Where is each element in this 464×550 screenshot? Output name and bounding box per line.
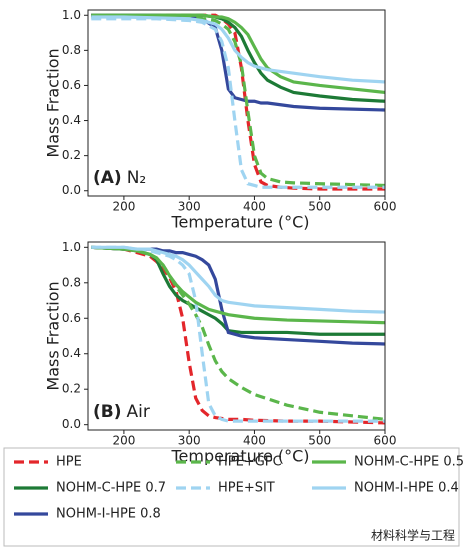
x-tick-label: 200: [112, 434, 135, 448]
y-tick-label: 0.2: [62, 382, 81, 396]
y-tick-label: 0.4: [62, 346, 81, 360]
y-tick-label: 0.8: [62, 43, 81, 57]
legend-box: [3, 447, 460, 547]
series-line: [91, 17, 385, 189]
legend-label: HPE+GPC: [218, 455, 282, 470]
x-tick-label: 500: [308, 434, 331, 448]
panel-label: (B): [93, 402, 122, 422]
y-tick-label: 0.6: [62, 311, 81, 325]
series-line: [91, 245, 385, 423]
legend-label: NOHM-I-HPE 0.4: [354, 481, 459, 496]
legend-label: NOHM-C-HPE 0.5: [354, 455, 464, 470]
series-line: [91, 13, 385, 191]
x-tick-label: 300: [178, 200, 201, 214]
x-axis-label: Temperature (°C): [170, 213, 309, 232]
x-tick-label: 200: [112, 200, 135, 214]
panel-note: Air: [127, 402, 150, 422]
y-tick-label: 0.6: [62, 78, 81, 92]
watermark: 材料科学与工程: [371, 528, 455, 543]
series-line: [91, 245, 385, 314]
series-line: [91, 15, 385, 188]
panel-note: N₂: [127, 168, 147, 188]
series-line: [91, 13, 385, 95]
y-tick-label: 0.0: [62, 417, 81, 431]
panel-label: (A): [93, 168, 122, 188]
legend-label: HPE: [56, 455, 82, 470]
series-line: [91, 245, 385, 346]
x-tick-label: 300: [178, 434, 201, 448]
legend-label: HPE+SIT: [218, 481, 275, 496]
series-line: [91, 245, 385, 325]
y-tick-label: 0.8: [62, 275, 81, 289]
series-line: [91, 15, 385, 84]
y-tick-label: 1.0: [62, 8, 81, 22]
y-tick-label: 0.4: [62, 113, 81, 127]
y-tick-label: 1.0: [62, 240, 81, 254]
y-tick-label: 0.0: [62, 183, 81, 197]
legend-label: NOHM-C-HPE 0.7: [56, 481, 166, 496]
plot-frame: [87, 9, 386, 197]
x-axis-label: Temperature (°C): [170, 447, 309, 466]
y-axis-label: Mass Fraction: [44, 281, 63, 390]
x-tick-label: 500: [308, 200, 331, 214]
y-axis-label: Mass Fraction: [44, 48, 63, 157]
x-tick-label: 600: [374, 200, 397, 214]
x-tick-label: 600: [374, 434, 397, 448]
legend-label: NOHM-I-HPE 0.8: [56, 507, 161, 522]
y-tick-label: 0.2: [62, 148, 81, 162]
x-tick-label: 400: [243, 434, 266, 448]
plot-frame: [87, 241, 386, 431]
x-tick-label: 400: [243, 200, 266, 214]
